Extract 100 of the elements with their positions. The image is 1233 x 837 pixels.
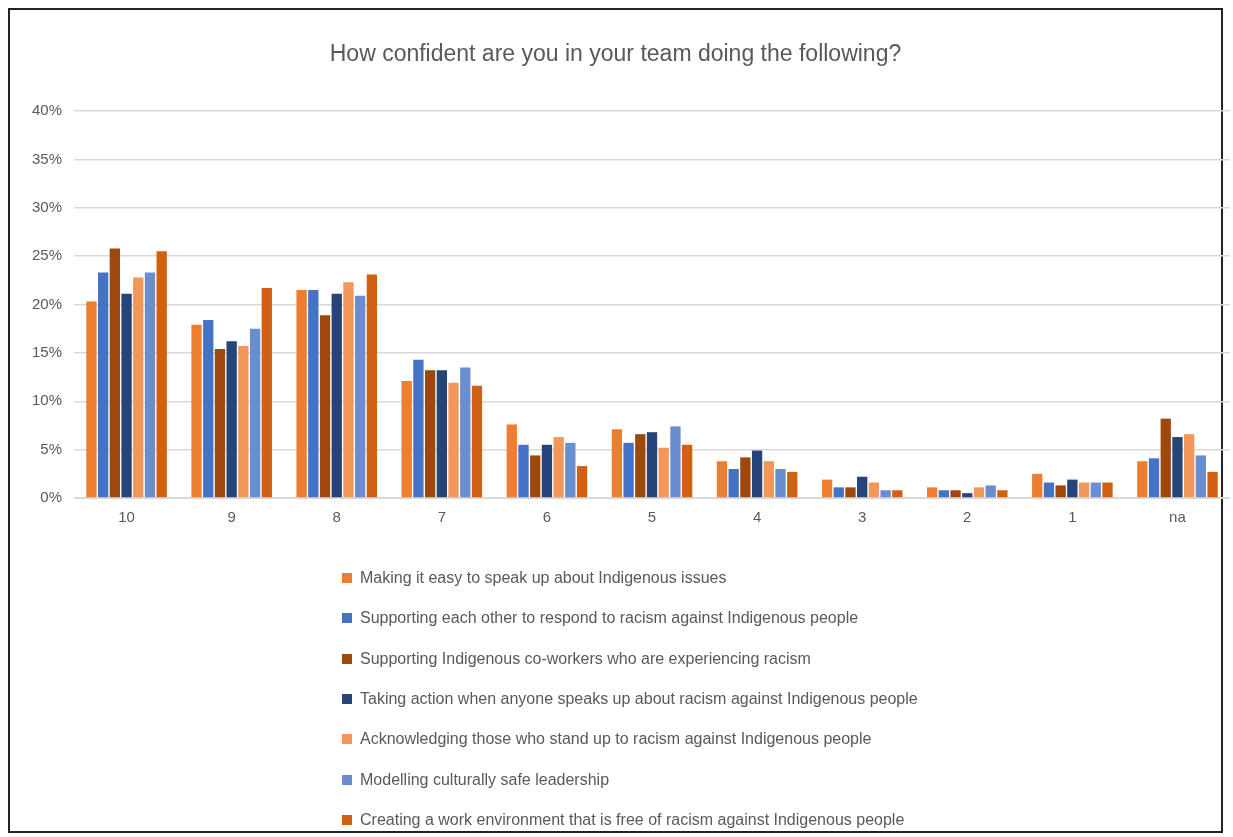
bar [343, 282, 354, 498]
bar [541, 444, 553, 498]
legend-label: Making it easy to speak up about Indigenous issues [360, 569, 727, 588]
bar [331, 293, 342, 498]
y-tick-label: 35% [31, 149, 63, 167]
bar [623, 442, 634, 498]
bar [261, 288, 272, 498]
bar [424, 370, 436, 498]
bar [1055, 485, 1066, 498]
bar [938, 490, 950, 498]
bar [109, 248, 121, 498]
bar [144, 272, 156, 498]
x-tick-label: 8 [332, 508, 341, 526]
bar [775, 468, 786, 498]
bar [214, 349, 226, 498]
bar [950, 490, 961, 498]
bar [366, 274, 378, 498]
bar [892, 490, 903, 498]
legend-label: Creating a work environment that is free of racism against Indigenous people [360, 810, 905, 829]
bar [518, 444, 529, 498]
bar [133, 277, 144, 498]
bar [868, 482, 880, 498]
legend-label: Modelling culturally safe leadership [360, 770, 610, 789]
bar [1184, 434, 1195, 498]
bar [1148, 458, 1160, 498]
bar [880, 490, 891, 498]
bar [460, 367, 471, 498]
bar [355, 295, 366, 498]
x-tick-label: 7 [437, 508, 447, 526]
bar [249, 328, 261, 498]
bar [203, 319, 214, 498]
bar [857, 476, 868, 498]
legend-label: Supporting each other to respond to racism against Indigenous people [360, 609, 859, 628]
x-tick-label: 10 [118, 508, 135, 526]
bar [86, 301, 97, 498]
legend-label: Supporting Indigenous co-workers who are experiencing racism [360, 649, 811, 668]
bar [1207, 471, 1218, 498]
bar [576, 466, 588, 498]
bar [238, 346, 249, 498]
bar [436, 370, 447, 498]
x-tick-label: 2 [963, 508, 972, 526]
bar [670, 426, 681, 498]
bar [997, 490, 1008, 498]
bar [1090, 482, 1101, 498]
bar [226, 341, 237, 498]
bar [927, 487, 938, 498]
bar [308, 289, 319, 498]
bar [97, 272, 109, 498]
x-tick-label: 5 [647, 508, 657, 526]
bar [635, 434, 646, 498]
bar [530, 455, 541, 498]
bar [413, 359, 424, 498]
y-tick-label: 25% [31, 246, 63, 264]
bar [156, 251, 167, 498]
chart-title: How confident are you in your team doing the following? [328, 40, 903, 67]
bar [121, 293, 132, 498]
bar [962, 493, 973, 498]
bar [191, 324, 202, 498]
bar [401, 380, 412, 498]
y-tick-label: 20% [31, 294, 63, 312]
bar [1172, 437, 1183, 498]
bar [985, 485, 996, 498]
x-tick-label: 9 [227, 508, 236, 526]
bar [1032, 473, 1043, 498]
bar [821, 479, 833, 498]
bar [658, 447, 669, 498]
bar [1195, 455, 1207, 498]
bar [1043, 482, 1055, 498]
bar [646, 432, 658, 498]
bar [845, 487, 856, 498]
bar [1137, 461, 1148, 498]
y-tick-label: 5% [40, 439, 63, 457]
bar [1078, 482, 1090, 498]
y-tick-label: 0% [40, 488, 63, 506]
legend-label: Acknowledging those who stand up to racism against Indigenous people [360, 730, 872, 749]
bar [751, 450, 763, 498]
legend-label: Taking action when anyone speaks up about racism against Indigenous people [360, 690, 918, 709]
bar [319, 315, 331, 498]
bar [565, 442, 576, 498]
x-tick-label: 6 [542, 508, 552, 526]
bar [681, 444, 693, 498]
bar [833, 487, 844, 498]
bar [471, 385, 483, 498]
y-tick-label: 30% [31, 197, 63, 215]
bar [1160, 418, 1171, 498]
bar [506, 424, 517, 498]
x-tick-label: na [1169, 508, 1187, 526]
bar [1067, 479, 1078, 498]
bar [1102, 482, 1113, 498]
y-tick-label: 40% [31, 101, 63, 119]
bar [763, 461, 774, 498]
bar [728, 468, 739, 498]
x-tick-label: 1 [1068, 508, 1077, 526]
bar [973, 487, 985, 498]
bar [716, 461, 728, 498]
bar [611, 429, 623, 498]
x-tick-label: 4 [752, 508, 762, 526]
bar [296, 289, 307, 498]
y-tick-label: 10% [31, 391, 63, 409]
bar [740, 457, 751, 498]
